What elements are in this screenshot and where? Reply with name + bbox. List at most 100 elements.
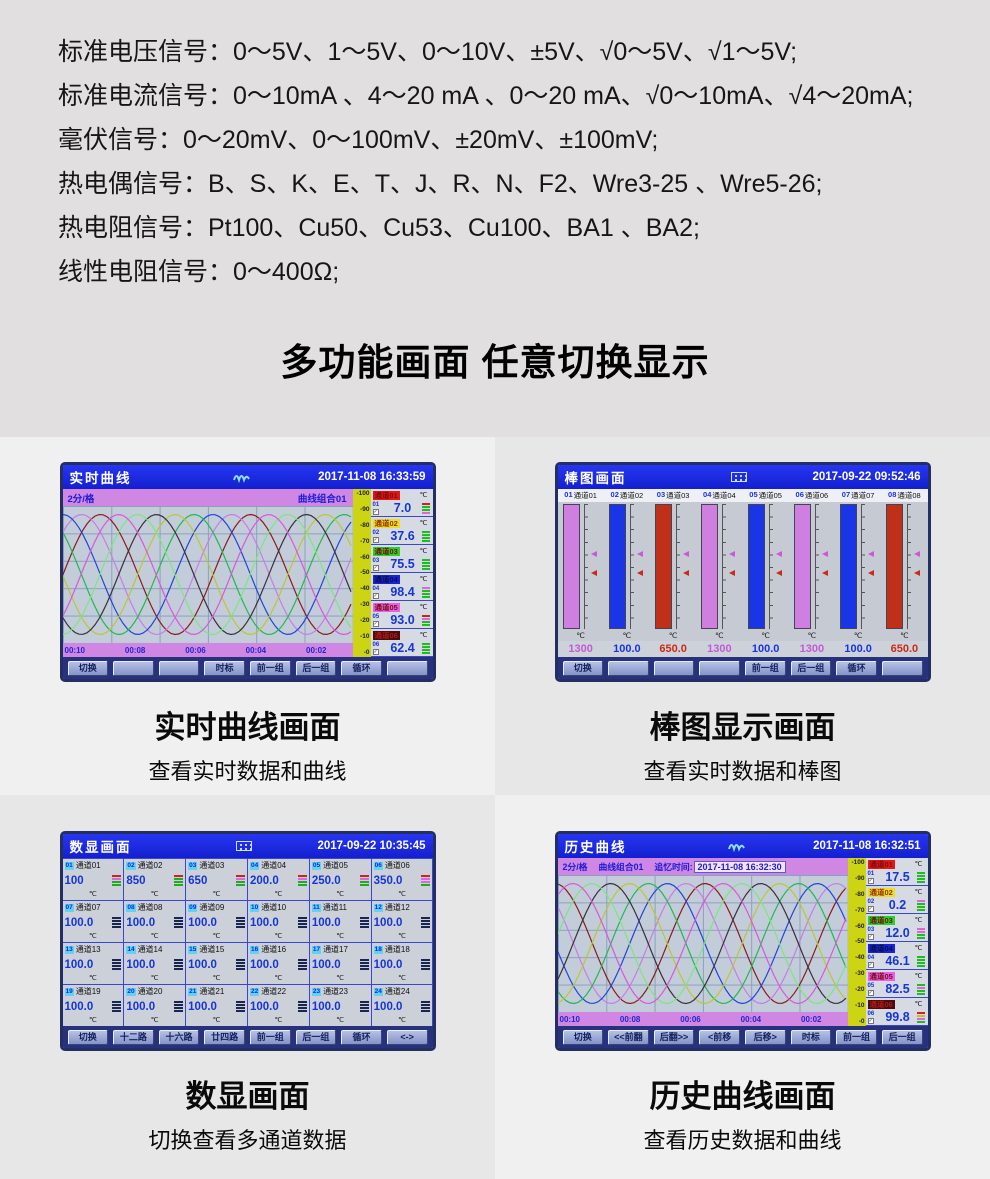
alarm-indicator (359, 1001, 369, 1012)
history-body: 2分/格 曲线组合01 追忆时间: 2017-11-08 16:32:30 00… (557, 858, 928, 1026)
channel-cell-mid: 02 ✓ 37.6 (372, 528, 431, 544)
channel-checkbox[interactable]: ✓ (867, 989, 874, 996)
digital-channel-cell: 21 通道21 100.0 ℃ (186, 985, 247, 1026)
screen-button[interactable]: 后移> (745, 1029, 786, 1045)
screen-button[interactable]: 时标 (204, 660, 245, 676)
channel-name: 通道12 (384, 903, 410, 912)
alarm-indicator (174, 875, 184, 886)
channel-value: 100.0 (613, 643, 641, 655)
alarm-indicator (916, 871, 925, 883)
channel-checkbox[interactable]: ✓ (867, 961, 874, 968)
channel-number-badge: 19 (64, 987, 74, 996)
digital-channel-cell: 07 通道07 100.0 ℃ (62, 901, 124, 942)
channel-checkbox[interactable]: ✓ (372, 592, 379, 599)
channel-checkbox[interactable]: ✓ (372, 564, 379, 571)
digital-cell-mid: 100.0 (374, 997, 431, 1016)
channel-checkbox[interactable]: ✓ (372, 536, 379, 543)
screen-button[interactable]: 后一组 (881, 1029, 923, 1045)
channel-checkbox[interactable]: ✓ (867, 1017, 874, 1024)
scale-tick: -80 (360, 521, 370, 529)
recall-time-box[interactable]: 2017-11-08 16:32:30 (693, 860, 786, 873)
channel-number-badge: 04 (249, 861, 260, 870)
screen-button[interactable]: 后一组 (295, 1029, 337, 1045)
screen-button-blank[interactable] (608, 660, 649, 676)
bar-channel-label: 08 通道08 (888, 490, 921, 500)
screen-button[interactable]: 切换 (562, 660, 604, 676)
digital-cell-top: 06 通道06 (373, 860, 431, 871)
caption-title: 数显画面 (185, 1079, 310, 1114)
channel-checkbox[interactable]: ✓ (372, 648, 379, 655)
screen-button[interactable]: 前一组 (745, 660, 786, 676)
channel-name-chip: 通道05 (372, 602, 400, 612)
channel-name: 通道23 (323, 987, 348, 996)
screen-button[interactable]: 前一组 (836, 1029, 877, 1045)
channel-number: 01 (372, 501, 380, 508)
recall-time-field: 追忆时间: 2017-11-08 16:32:30 (654, 860, 786, 873)
channel-checkbox[interactable]: ✓ (867, 905, 874, 912)
channel-cell-mid: 04 ✓ 98.4 (372, 584, 431, 600)
screen-button[interactable]: 切换 (67, 1029, 109, 1045)
channel-unit: ℃ (419, 632, 428, 639)
screen-button-blank[interactable] (113, 660, 154, 676)
channel-value: 0.2 (888, 898, 907, 912)
channel-unit: ℃ (88, 975, 97, 982)
alarm-marker-low (683, 570, 689, 577)
channel-unit: ℃ (398, 933, 406, 940)
bar-scale (676, 504, 680, 629)
channel-value: 850 (126, 874, 146, 887)
channel-value: 100.0 (64, 958, 94, 971)
channel-value: 17.5 (885, 870, 910, 884)
screen-button-blank[interactable] (699, 660, 740, 676)
channel-cell: 通道06 ℃ 06 ✓ 99.8 (865, 998, 928, 1026)
channel-unit: ℃ (807, 631, 817, 640)
channel-checkbox[interactable]: ✓ (372, 508, 379, 515)
caption-subtitle: 查看实时数据和曲线 (148, 759, 347, 784)
channel-cell-top: 通道06 ℃ (867, 999, 926, 1009)
screen-button[interactable]: 前一组 (250, 1029, 291, 1045)
channel-number-badge: 13 (64, 945, 74, 954)
channel-unit: ℃ (914, 917, 923, 924)
screen-button[interactable]: 切换 (562, 1029, 604, 1045)
channel-cell: 通道01 ℃ 01 ✓ 17.5 (865, 858, 928, 886)
screen-button[interactable]: 切换 (67, 660, 109, 676)
screen-button[interactable]: 十六路 (158, 1029, 200, 1045)
channel-number-badge: 17 (311, 945, 322, 954)
channel-value: 98.4 (390, 585, 415, 599)
digital-cell-mid: 100.0 (126, 955, 184, 974)
caption-subtitle: 切换查看多通道数据 (148, 1128, 347, 1153)
digital-channel-cell: 17 通道17 100.0 ℃ (309, 943, 371, 984)
screen-button[interactable]: 循环 (836, 660, 877, 676)
screen-button[interactable]: 廿四路 (204, 1029, 245, 1045)
screen-button-blank[interactable] (653, 660, 695, 676)
screen-button[interactable]: 时标 (790, 1029, 832, 1045)
channel-checkbox[interactable]: ✓ (372, 620, 379, 627)
screen-button[interactable]: <<前翻 (608, 1029, 649, 1045)
screen-button-blank[interactable] (881, 660, 923, 676)
channel-number-badge: 10 (249, 903, 260, 912)
channel-checkbox[interactable]: ✓ (867, 877, 874, 884)
screen-button[interactable]: <-> (386, 1029, 428, 1045)
digital-channel-cell: 04 通道04 200.0 ℃ (247, 859, 309, 900)
digital-cell-top: 02 通道02 (126, 860, 183, 871)
time-axis-label: 00:02 (801, 1014, 822, 1024)
screen-button[interactable]: <前移 (699, 1029, 740, 1045)
screen-button-blank[interactable] (158, 660, 200, 676)
channel-bar (562, 504, 580, 629)
curve-line (557, 882, 847, 1005)
screen-button-blank[interactable] (386, 660, 428, 676)
channel-checkbox[interactable]: ✓ (867, 933, 874, 940)
channel-number-badge: 12 (373, 903, 383, 912)
channel-bar (747, 504, 765, 629)
screen-button[interactable]: 后一组 (790, 660, 832, 676)
bar-column (789, 502, 835, 631)
screen-button[interactable]: 循环 (341, 1029, 382, 1045)
screen-button[interactable]: 十二路 (113, 1029, 154, 1045)
screen-button[interactable]: 后一组 (295, 660, 337, 676)
screen-button[interactable]: 前一组 (250, 660, 291, 676)
channel-number-badge: 02 (126, 861, 136, 870)
channel-cell: 通道05 ℃ 05 ✓ 82.5 (865, 970, 928, 998)
screen-button[interactable]: 循环 (341, 660, 382, 676)
digital-cell-mid: 100.0 (188, 913, 245, 932)
channel-unit: ℃ (212, 933, 221, 940)
screen-button[interactable]: 后翻>> (653, 1029, 695, 1045)
